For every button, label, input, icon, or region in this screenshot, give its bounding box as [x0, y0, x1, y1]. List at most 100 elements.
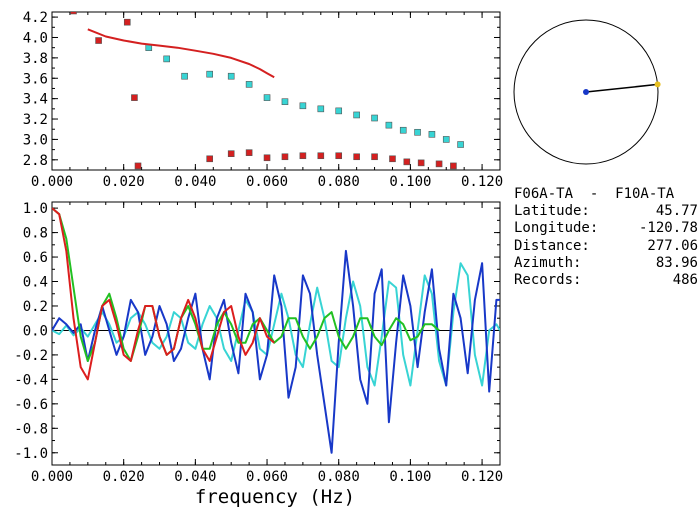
data-point — [70, 12, 77, 15]
info-label: Records: — [514, 272, 582, 289]
data-point — [371, 114, 378, 122]
data-point — [353, 153, 360, 161]
series-0 — [52, 262, 500, 387]
x-tick-label: 0.120 — [461, 469, 503, 485]
data-point — [353, 111, 360, 119]
data-point — [317, 152, 325, 160]
y-tick-label: 2.8 — [23, 153, 48, 169]
data-point — [181, 72, 188, 80]
x-tick-label: 0.060 — [246, 469, 288, 485]
compass-circle — [513, 19, 659, 165]
data-point — [131, 94, 138, 101]
info-value: -120.78 — [638, 220, 698, 237]
y-tick-label: 4.0 — [23, 30, 48, 46]
plot-frame — [51, 201, 501, 466]
data-point — [123, 18, 131, 26]
azimuth-compass — [513, 19, 661, 165]
x-axis-label: frequency (Hz) — [195, 486, 355, 508]
info-value: 277.06 — [647, 237, 698, 254]
data-point — [227, 150, 235, 157]
series-2 — [87, 28, 275, 79]
data-point — [442, 136, 450, 143]
info-row-azimuth: Azimuth: 83.96 — [514, 255, 698, 272]
data-point — [335, 152, 343, 160]
bottom-correlation-plot: 0.000 0.020 0.040 0.060 0.080 0.100 0.120 -1.0 -… — [14, 201, 503, 485]
data-point — [389, 155, 396, 163]
data-point — [403, 158, 411, 166]
y-tick-label: 0.0 — [23, 323, 48, 339]
y-tick-label: 0.2 — [23, 299, 48, 315]
info-label: Longitude: — [514, 220, 599, 237]
data-point — [245, 149, 253, 156]
azimuth-line — [585, 83, 658, 93]
info-value: 83.96 — [655, 254, 698, 271]
info-label: Distance: — [514, 237, 590, 254]
series-line — [87, 28, 275, 79]
top-velocity-plot: 0.000 0.020 0.040 0.060 0.080 0.100 0.120 2.8 3.… — [23, 10, 503, 190]
y-tick-label: -0.8 — [14, 421, 48, 437]
y-tick-label: 3.6 — [23, 71, 48, 87]
y-tick-label: -0.6 — [14, 397, 48, 413]
series-1 — [145, 44, 464, 148]
x-tick-label: 0.040 — [174, 174, 216, 190]
data-point — [299, 152, 307, 160]
y-tick-label: 1.0 — [23, 201, 48, 217]
y-tick-label: 0.4 — [23, 275, 48, 291]
info-row-distance: Distance: 277.06 — [514, 238, 698, 255]
data-point — [457, 141, 464, 148]
data-point — [385, 121, 393, 129]
series-line — [52, 249, 500, 454]
x-tick-label: 0.100 — [389, 469, 431, 485]
y-tick-label: 3.8 — [23, 51, 48, 67]
y-tick-label: 3.4 — [23, 92, 48, 108]
data-point — [206, 70, 213, 78]
y-tick-label: -1.0 — [14, 446, 48, 462]
info-value: 486 — [672, 272, 698, 289]
info-row-latitude: Latitude: 45.77 — [514, 203, 698, 220]
x-tick-label: 0.020 — [103, 174, 145, 190]
data-point — [428, 131, 436, 138]
data-point — [263, 154, 271, 162]
x-tick-label: 0.100 — [389, 174, 431, 190]
plot-frame — [51, 11, 501, 171]
data-point — [206, 155, 213, 163]
series-line — [52, 262, 500, 387]
data-point — [399, 126, 407, 134]
y-tick-label: 4.2 — [23, 10, 48, 26]
station-info-panel: F06A-TA - F10A-TA Latitude: 45.77 Longit… — [514, 186, 698, 289]
info-value: 45.77 — [655, 203, 698, 220]
info-row-records: Records: 486 — [514, 272, 698, 289]
data-point — [417, 159, 425, 167]
series-3 — [52, 207, 275, 381]
series-0 — [70, 12, 457, 170]
y-tick-label: -0.2 — [14, 348, 48, 364]
x-tick-label: 0.040 — [174, 469, 216, 485]
x-tick-label: 0.060 — [246, 174, 288, 190]
x-tick-label: 0.080 — [318, 469, 360, 485]
data-point — [299, 102, 307, 110]
y-tick-label: -0.4 — [14, 372, 48, 388]
data-point — [371, 153, 378, 161]
series-1 — [52, 249, 500, 454]
x-tick-label: 0.000 — [31, 469, 73, 485]
data-point — [335, 107, 343, 115]
data-point — [435, 160, 443, 168]
series-line — [52, 207, 275, 381]
series-2 — [52, 207, 440, 362]
y-tick-label: 0.8 — [23, 226, 48, 242]
compass-center-dot — [583, 89, 589, 95]
x-tick-label: 0.000 — [31, 174, 73, 190]
x-tick-label: 0.080 — [318, 174, 360, 190]
info-row-longitude: Longitude: -120.78 — [514, 220, 698, 237]
data-point — [95, 37, 102, 44]
y-tick-label: 3.2 — [23, 112, 48, 128]
data-point — [450, 162, 457, 170]
data-point — [134, 162, 142, 170]
compass-end-dot — [654, 81, 661, 88]
data-point — [263, 94, 271, 101]
series-line — [52, 207, 440, 362]
info-label: Latitude: — [514, 203, 590, 220]
x-tick-label: 0.120 — [461, 174, 503, 190]
